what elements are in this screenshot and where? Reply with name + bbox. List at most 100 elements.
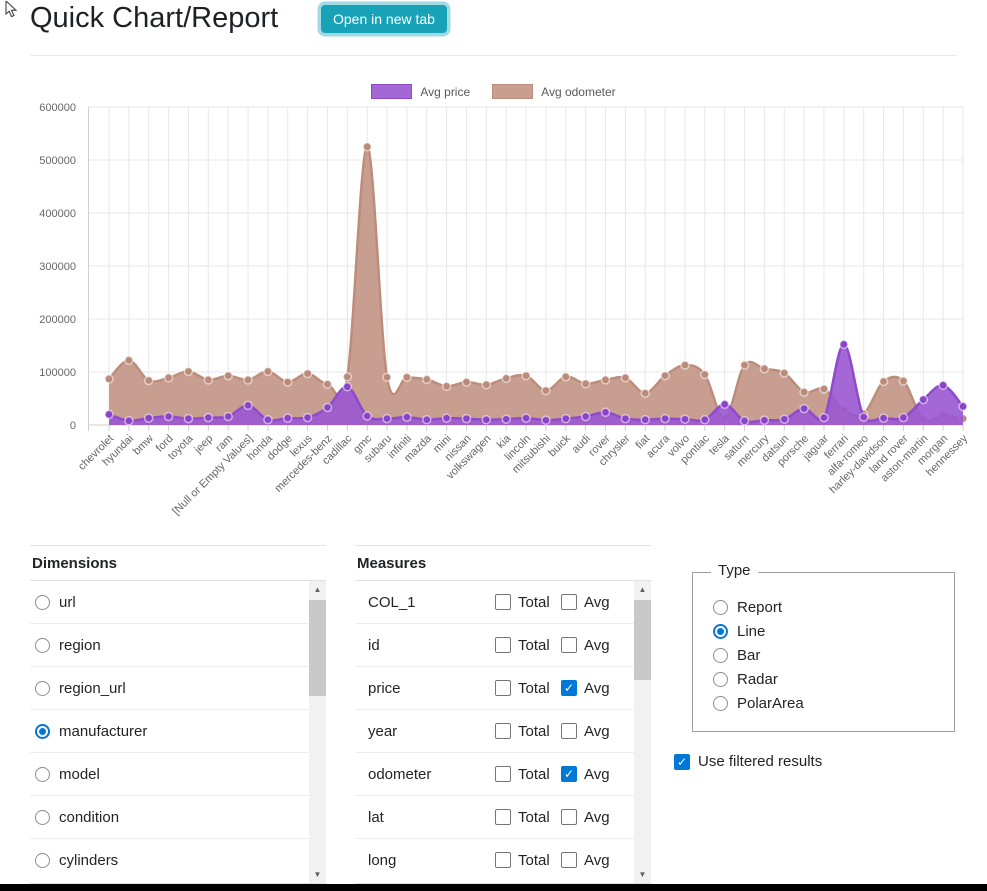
dimensions-scrollbar[interactable]: ▲ ▼ [309, 581, 326, 883]
type-option-line[interactable]: Line [713, 619, 954, 643]
type-option-bar[interactable]: Bar [713, 643, 954, 667]
avg-label[interactable]: Avg [584, 636, 610, 654]
legend-item-avg-price[interactable]: Avg price [371, 84, 470, 99]
radio-icon[interactable] [713, 623, 728, 639]
total-checkbox[interactable] [495, 766, 511, 782]
scroll-down-icon[interactable]: ▼ [313, 870, 322, 879]
avg-toggle-long[interactable]: Avg [561, 852, 610, 869]
radio-icon[interactable] [35, 680, 50, 696]
total-checkbox[interactable] [495, 680, 511, 696]
radio-icon[interactable] [35, 766, 50, 782]
avg-label[interactable]: Avg [584, 808, 610, 826]
total-toggle-odometer[interactable]: Total [495, 766, 550, 783]
bottom-black-bar [0, 884, 987, 891]
total-checkbox[interactable] [495, 594, 511, 610]
dimension-label[interactable]: region_url [59, 679, 126, 697]
radio-icon[interactable] [713, 647, 728, 663]
dimension-label[interactable]: model [59, 765, 100, 783]
dimension-option-region[interactable]: region [30, 624, 309, 667]
avg-checkbox[interactable]: ✓ [561, 680, 577, 696]
dimension-option-manufacturer[interactable]: manufacturer [30, 710, 309, 753]
dimensions-scrollbar-thumb[interactable] [309, 600, 326, 696]
use-filtered-checkbox[interactable]: ✓ [674, 753, 690, 770]
total-checkbox[interactable] [495, 852, 511, 868]
legend-item-avg-odometer[interactable]: Avg odometer [492, 84, 616, 99]
total-toggle-price[interactable]: Total [495, 680, 550, 697]
scroll-up-icon[interactable]: ▲ [638, 585, 647, 594]
avg-label[interactable]: Avg [584, 679, 610, 697]
type-option-report[interactable]: Report [713, 595, 954, 619]
avg-label[interactable]: Avg [584, 765, 610, 783]
dimension-label[interactable]: cylinders [59, 851, 119, 869]
type-option-radar[interactable]: Radar [713, 667, 954, 691]
avg-toggle-COL_1[interactable]: Avg [561, 594, 610, 611]
dimensions-top-border [30, 545, 326, 546]
dimension-label[interactable]: manufacturer [59, 722, 148, 740]
radio-icon[interactable] [35, 637, 50, 653]
total-label[interactable]: Total [518, 765, 550, 783]
dimension-option-condition[interactable]: condition [30, 796, 309, 839]
avg-toggle-id[interactable]: Avg [561, 637, 610, 654]
radio-icon[interactable] [35, 723, 50, 739]
radio-icon[interactable] [35, 809, 50, 825]
total-checkbox[interactable] [495, 809, 511, 825]
type-option-label[interactable]: Report [737, 598, 783, 616]
total-toggle-id[interactable]: Total [495, 637, 550, 654]
total-toggle-COL_1[interactable]: Total [495, 594, 550, 611]
type-option-label[interactable]: Line [737, 622, 766, 640]
type-fieldset-legend: Type [711, 562, 758, 579]
dimension-label[interactable]: region [59, 636, 101, 654]
radio-icon[interactable] [713, 671, 728, 687]
radio-icon[interactable] [713, 695, 728, 711]
type-option-polararea[interactable]: PolarArea [713, 691, 954, 715]
legend-label: Avg odometer [541, 84, 616, 99]
scroll-up-icon[interactable]: ▲ [313, 585, 322, 594]
radio-icon[interactable] [35, 852, 50, 868]
avg-checkbox[interactable] [561, 637, 577, 653]
avg-toggle-year[interactable]: Avg [561, 723, 610, 740]
avg-checkbox[interactable] [561, 852, 577, 868]
open-in-new-tab-button[interactable]: Open in new tab [321, 5, 447, 33]
scroll-down-icon[interactable]: ▼ [638, 870, 647, 879]
type-option-label[interactable]: PolarArea [737, 694, 804, 712]
dimensions-list: url region region_url manufacturer model cond… [30, 580, 326, 884]
avg-checkbox[interactable] [561, 594, 577, 610]
avg-label[interactable]: Avg [584, 593, 610, 611]
avg-label[interactable]: Avg [584, 722, 610, 740]
measures-scrollbar[interactable]: ▲ ▼ [634, 581, 651, 883]
total-label[interactable]: Total [518, 722, 550, 740]
type-option-label[interactable]: Radar [737, 670, 778, 688]
use-filtered-label[interactable]: Use filtered results [698, 753, 823, 770]
total-label[interactable]: Total [518, 593, 550, 611]
radio-icon[interactable] [713, 599, 728, 615]
avg-toggle-odometer[interactable]: ✓ Avg [561, 766, 610, 783]
svg-text:600000: 600000 [39, 102, 76, 114]
dimension-option-cylinders[interactable]: cylinders [30, 839, 309, 881]
avg-checkbox[interactable]: ✓ [561, 766, 577, 782]
dimension-label[interactable]: condition [59, 808, 120, 826]
total-toggle-year[interactable]: Total [495, 723, 550, 740]
measure-row-id: id Total Avg [355, 624, 634, 667]
avg-toggle-lat[interactable]: Avg [561, 809, 610, 826]
chart-canvas[interactable]: 0100000200000300000400000500000600000che… [0, 62, 987, 537]
total-label[interactable]: Total [518, 679, 550, 697]
dimension-option-model[interactable]: model [30, 753, 309, 796]
total-toggle-long[interactable]: Total [495, 852, 550, 869]
dimension-option-url[interactable]: url [30, 581, 309, 624]
total-label[interactable]: Total [518, 636, 550, 654]
total-toggle-lat[interactable]: Total [495, 809, 550, 826]
measures-scrollbar-thumb[interactable] [634, 600, 651, 680]
avg-checkbox[interactable] [561, 809, 577, 825]
measure-label: COL_1 [368, 593, 416, 611]
total-checkbox[interactable] [495, 723, 511, 739]
avg-toggle-price[interactable]: ✓ Avg [561, 680, 610, 697]
avg-label[interactable]: Avg [584, 851, 610, 869]
total-checkbox[interactable] [495, 637, 511, 653]
avg-checkbox[interactable] [561, 723, 577, 739]
type-option-label[interactable]: Bar [737, 646, 761, 664]
dimension-option-region_url[interactable]: region_url [30, 667, 309, 710]
dimension-label[interactable]: url [59, 593, 76, 611]
total-label[interactable]: Total [518, 851, 550, 869]
radio-icon[interactable] [35, 594, 50, 610]
total-label[interactable]: Total [518, 808, 550, 826]
